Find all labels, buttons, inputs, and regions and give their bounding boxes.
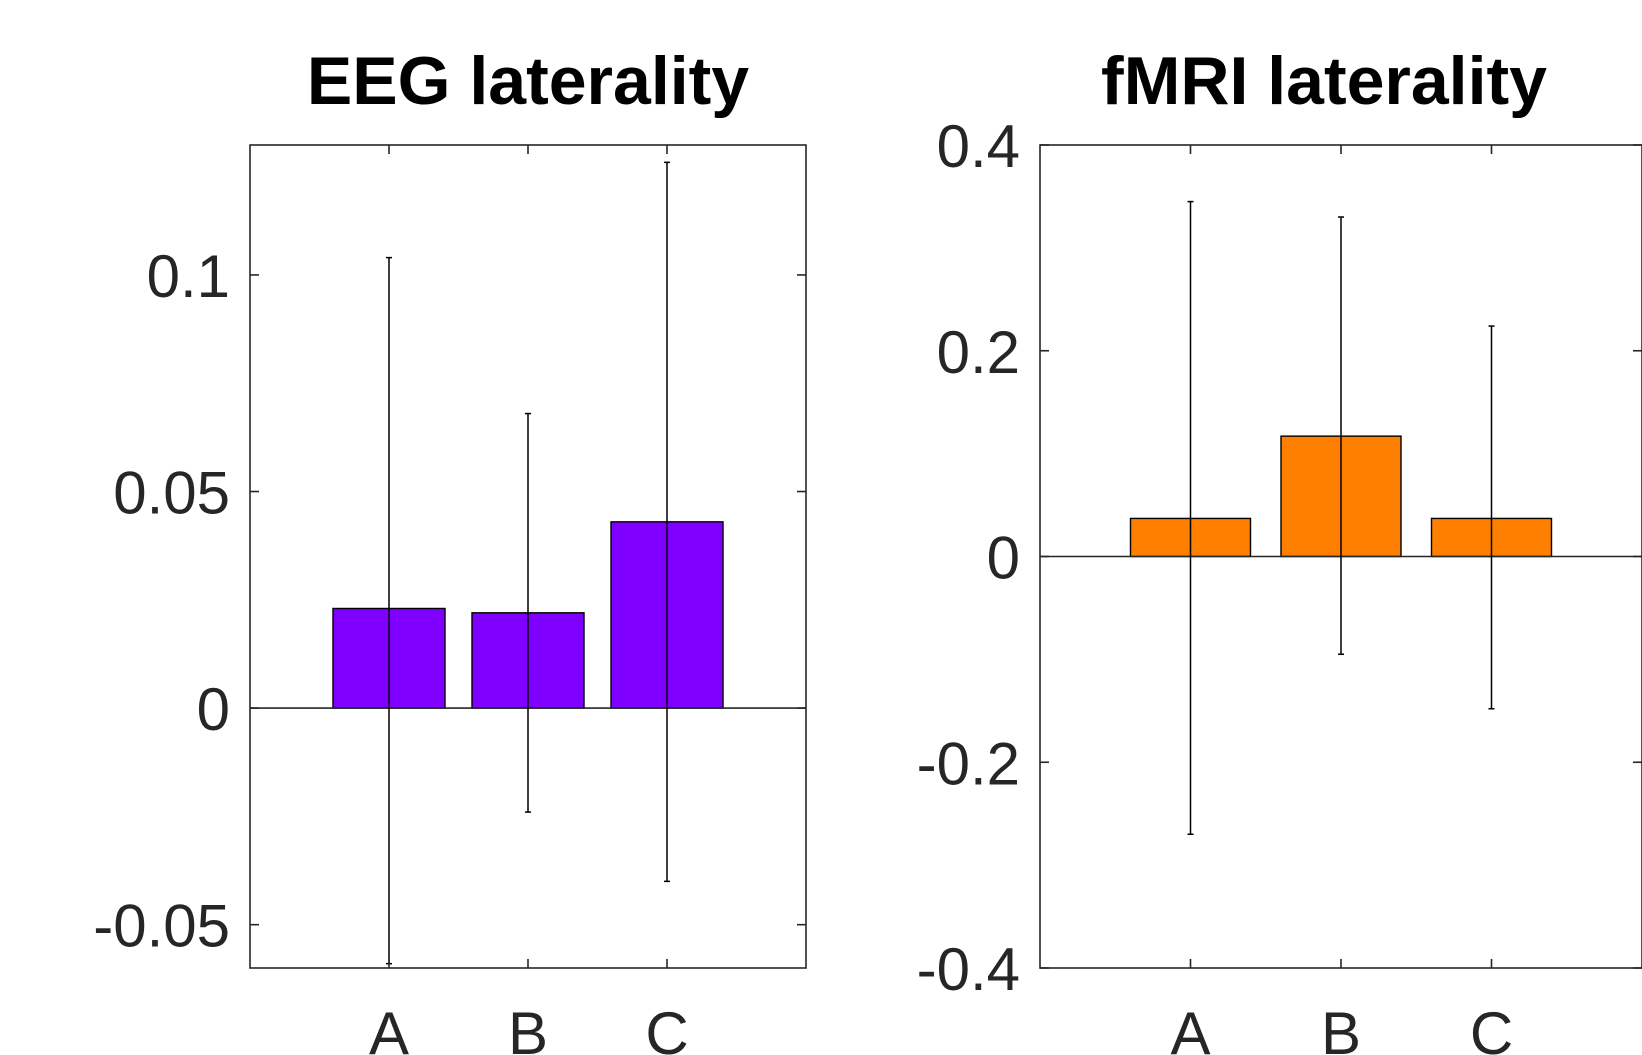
y-tick-label: 0.05 [113,460,230,527]
eeg-laterality-chart: EEG laterality -0.05 0 0.05 0.1 A B C [93,43,807,1055]
chart-title: EEG laterality [307,43,749,119]
x-tick-label: B [1321,1000,1361,1055]
chart-title: fMRI laterality [1101,43,1547,119]
axes: -0.05 0 0.05 0.1 A B C [93,144,807,1055]
y-tick-label: -0.05 [93,893,230,960]
error-bar-group [1187,200,1495,836]
y-tick-label: 0 [987,525,1020,592]
y-tick-label: 0.4 [937,113,1020,180]
x-tick-label: B [508,1000,548,1055]
x-tick-label: C [1470,1000,1513,1055]
y-tick-label: -0.2 [917,730,1020,797]
x-tick-label: A [1170,1000,1210,1055]
y-tick-label: 0.1 [147,243,230,310]
error-bar-group [386,161,670,965]
x-tick-label: A [369,1000,409,1055]
fmri-laterality-chart: fMRI laterality -0.4 -0.2 0 0.2 0.4 A B C [917,43,1642,1055]
x-tick-label: C [645,1000,688,1055]
y-tick-label: 0 [197,676,230,743]
axes: -0.4 -0.2 0 0.2 0.4 A B C [917,113,1642,1055]
y-tick-label: 0.2 [937,319,1020,386]
y-tick-label: -0.4 [917,936,1020,1003]
